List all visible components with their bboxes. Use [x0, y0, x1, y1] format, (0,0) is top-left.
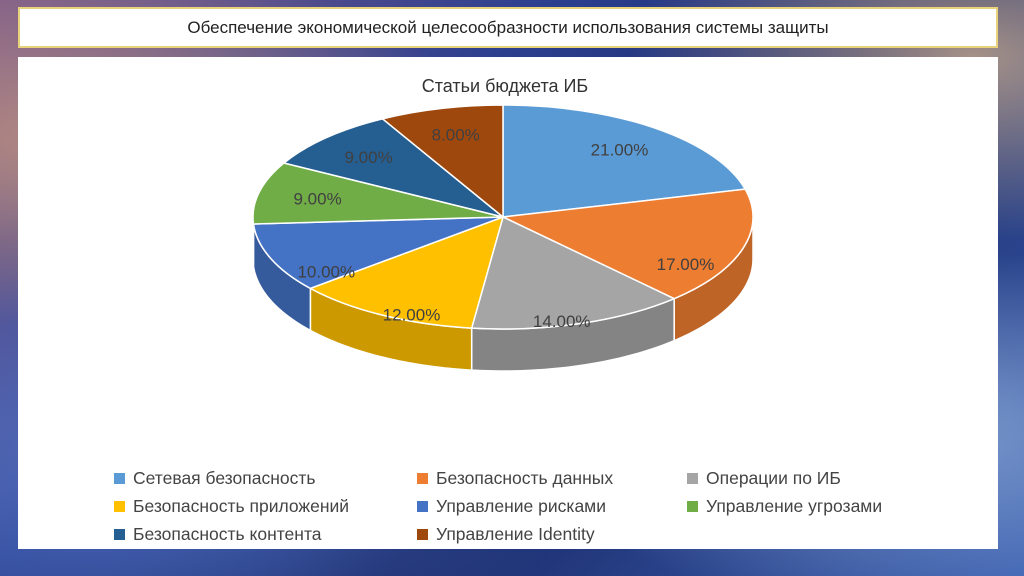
pie-slice [380, 104, 504, 219]
slide-title: Обеспечение экономической целесообразнос… [187, 17, 829, 37]
legend-item: Безопасность приложений [114, 494, 417, 518]
data-label: 8.00% [432, 126, 480, 145]
legend-label: Сетевая безопасность [133, 467, 316, 488]
legend-label: Управление рисками [436, 495, 606, 516]
legend-swatch [417, 528, 428, 540]
chart-legend: Сетевая безопасность Безопасность данных О… [114, 466, 994, 546]
pie-chart: Статьи бюджета ИБ 21.00% 17.00% 14.00% 12.0… [252, 76, 754, 372]
pie-slice [502, 104, 747, 218]
legend-swatch [114, 500, 125, 512]
pie-slices [252, 104, 754, 330]
pie-slice [470, 215, 676, 330]
legend-swatch [114, 528, 125, 540]
data-label: 21.00% [591, 141, 649, 160]
legend-label: Безопасность контента [133, 523, 322, 544]
pie-slice [252, 216, 504, 290]
legend-item: Операции по ИБ [687, 466, 947, 490]
slide-title-box: Обеспечение экономической целесообразнос… [18, 7, 998, 48]
pie-slice [500, 188, 754, 300]
pie-slice [252, 162, 504, 225]
data-labels: 21.00% 17.00% 14.00% 12.00% 10.00% 9.00% 9.00%… [293, 126, 714, 332]
data-label: 9.00% [293, 189, 341, 208]
data-label: 17.00% [657, 255, 715, 274]
legend-item: Управление угрозами [687, 494, 947, 518]
pie-slice [308, 215, 505, 329]
legend-label: Управление угрозами [706, 495, 883, 516]
legend-label: Операции по ИБ [706, 467, 841, 488]
legend-item: Безопасность данных [417, 466, 687, 490]
legend-swatch [114, 472, 125, 484]
pie-slice [282, 118, 504, 218]
legend-label: Управление Identity [436, 523, 595, 544]
legend-item: Сетевая безопасность [114, 466, 417, 490]
legend-item: Управление Identity [417, 522, 687, 546]
data-label: 14.00% [533, 312, 591, 331]
legend-label: Безопасность приложений [133, 495, 350, 516]
data-label: 12.00% [383, 306, 441, 325]
data-label: 9.00% [344, 148, 392, 167]
legend-swatch [687, 472, 698, 484]
data-label: 10.00% [297, 262, 355, 281]
chart-title: Статьи бюджета ИБ [422, 76, 589, 96]
legend-swatch [417, 472, 428, 484]
chart-panel: Статьи бюджета ИБ 21.00% 17.00% 14.00% 12.0… [18, 57, 998, 549]
legend-swatch [417, 500, 428, 512]
legend-item: Безопасность контента [114, 522, 417, 546]
legend-swatch [687, 500, 698, 512]
pie-side-walls [252, 216, 754, 372]
legend-item: Управление рисками [417, 494, 687, 518]
legend-label: Безопасность данных [436, 467, 614, 488]
